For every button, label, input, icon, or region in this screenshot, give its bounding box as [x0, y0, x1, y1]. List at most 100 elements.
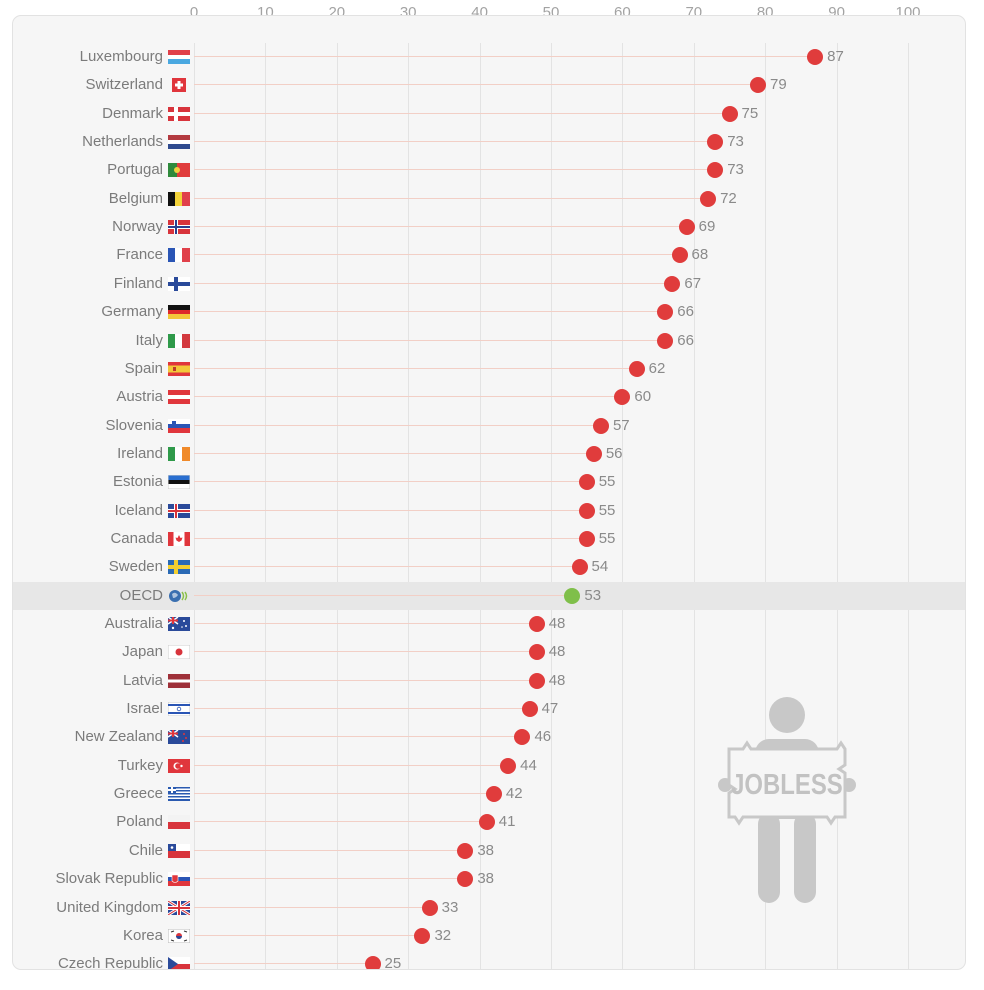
country-label: France — [116, 246, 163, 264]
value-label: 25 — [384, 955, 402, 970]
data-point — [421, 899, 438, 916]
country-label: Slovenia — [105, 416, 163, 434]
flag-norway-icon — [168, 220, 190, 235]
lollipop-stem — [194, 169, 716, 171]
flag-new-zealand-icon — [168, 730, 190, 745]
value-label: 48 — [548, 643, 566, 661]
value-label: 73 — [727, 133, 744, 151]
country-row: Austria 60 — [13, 383, 965, 411]
flag-japan-icon — [168, 645, 190, 660]
country-label: Ireland — [117, 444, 163, 462]
country-label: New Zealand — [74, 728, 163, 746]
lollipop-stem — [194, 424, 601, 426]
country-label: Iceland — [114, 501, 163, 519]
lollipop-stem — [194, 56, 816, 57]
country-row: Chile 38 — [13, 837, 965, 865]
country-label: OECD — [119, 586, 163, 604]
value-label: 67 — [684, 274, 702, 292]
country-row: Netherlands 73 — [13, 128, 965, 156]
value-label: 66 — [677, 303, 694, 321]
lollipop-stem — [194, 623, 537, 624]
value-label: 44 — [520, 756, 537, 774]
lollipop-stem — [194, 537, 587, 539]
data-point — [564, 587, 581, 604]
value-label: 38 — [477, 870, 494, 888]
country-row: Slovenia 57 — [13, 412, 965, 440]
lollipop-stem — [194, 708, 530, 710]
value-label: 46 — [534, 728, 552, 746]
jobless-sign-text: JOBLESS — [731, 768, 843, 801]
flag-korea-icon — [168, 928, 190, 943]
flag-denmark-icon — [168, 106, 190, 121]
data-point — [664, 275, 681, 292]
country-label: Finland — [113, 274, 163, 292]
value-label: 75 — [741, 104, 759, 122]
country-label: United Kingdom — [56, 898, 163, 916]
country-row: Turkey 44 — [13, 752, 965, 780]
value-label: 42 — [505, 785, 523, 803]
data-point — [585, 445, 602, 462]
country-row: Italy 66 — [13, 327, 965, 355]
country-row: Greece 42 — [13, 780, 965, 808]
country-row: Iceland 55 — [13, 497, 965, 525]
value-label: 72 — [720, 189, 737, 207]
lollipop-stem — [194, 481, 587, 483]
value-label: 47 — [541, 700, 559, 718]
country-row: Luxembourg 87 — [13, 43, 965, 71]
country-label: Australia — [104, 615, 163, 632]
country-label: Czech Republic — [57, 955, 163, 970]
lollipop-stem — [194, 679, 537, 681]
data-point — [750, 77, 767, 94]
country-label: Greece — [113, 785, 163, 803]
country-row: Portugal 73 — [13, 156, 965, 184]
data-point — [628, 360, 645, 377]
value-label: 55 — [598, 529, 616, 547]
gridline — [194, 43, 195, 969]
chart-panel: Luxembourg 87 Switzerland 79 Denmark 75 Nether… — [12, 15, 966, 970]
country-row: Germany 66 — [13, 298, 965, 326]
country-row: Korea 32 — [13, 922, 965, 950]
lollipop-stem — [194, 594, 573, 596]
country-label: Turkey — [117, 756, 163, 774]
data-point — [414, 927, 431, 944]
gridline — [551, 43, 552, 969]
value-label: 54 — [591, 558, 609, 576]
country-label: Spain — [124, 359, 163, 377]
value-label: 62 — [648, 359, 666, 377]
country-label: Norway — [112, 218, 163, 236]
data-point — [707, 162, 724, 179]
data-point — [457, 871, 474, 888]
country-label: Sweden — [108, 558, 163, 576]
country-row: Denmark 75 — [13, 100, 965, 128]
country-row: Poland 41 — [13, 808, 965, 836]
country-row: Sweden 54 — [13, 553, 965, 581]
data-point — [500, 757, 517, 774]
value-label: 53 — [584, 586, 602, 604]
flag-austria-icon — [168, 390, 190, 405]
flag-estonia-icon — [168, 475, 190, 490]
lollipop-stem — [194, 282, 673, 284]
country-row: Israel 47 — [13, 695, 965, 723]
country-row: New Zealand 46 — [13, 723, 965, 751]
lollipop-stem — [194, 764, 509, 766]
lollipop-stem — [194, 651, 537, 653]
country-label: Switzerland — [85, 76, 163, 94]
value-label: 55 — [598, 473, 616, 491]
flag-italy-icon — [168, 333, 190, 348]
lollipop-stem — [194, 226, 687, 228]
lollipop-stem — [194, 396, 623, 398]
data-point — [528, 672, 545, 689]
lollipop-stem — [194, 793, 494, 795]
flag-sweden-icon — [168, 560, 190, 575]
country-label: Germany — [101, 303, 163, 321]
flag-switzerland-icon — [168, 78, 190, 93]
value-label: 73 — [727, 161, 744, 179]
country-label: Latvia — [122, 671, 163, 689]
lollipop-stem — [194, 821, 487, 823]
country-row: Norway 69 — [13, 213, 965, 241]
flag-spain-icon — [168, 361, 190, 376]
oecd-logo-icon — [168, 589, 190, 603]
country-label: Slovak Republic — [55, 870, 163, 888]
flag-belgium-icon — [168, 191, 190, 206]
country-label: Estonia — [112, 473, 163, 491]
